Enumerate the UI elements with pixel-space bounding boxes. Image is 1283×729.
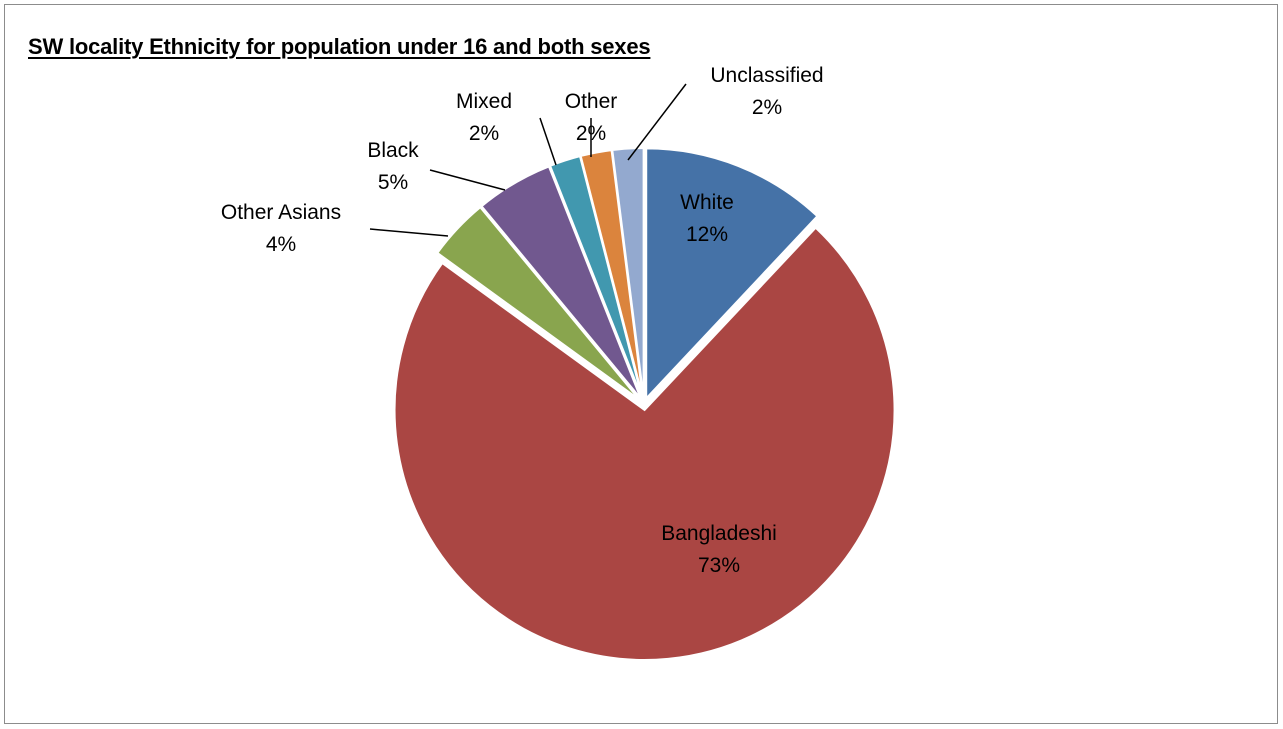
data-label-name-white: White [680,191,734,214]
leader-line-mixed [539,117,557,166]
data-label-value-mixed: 2% [469,122,499,145]
leader-line-other-asians [369,228,449,237]
leader-lines [369,83,687,237]
pie-slice-other-asians [435,205,641,401]
pie-slice-white [645,147,819,401]
pie-slice-black [480,165,642,400]
leader-line-unclassified [627,83,687,161]
data-label-value-other: 2% [576,122,606,145]
data-label-name-unclassified: Unclassified [710,64,823,87]
data-label-name-mixed: Mixed [456,90,512,113]
data-label-name-other: Other [565,90,618,113]
chart-title: SW locality Ethnicity for population und… [28,34,651,59]
pie-slice-unclassified [611,147,645,399]
leader-line-black [429,169,506,191]
data-labels: White 12% Bangladeshi 73% Other Asians 4% Blac… [221,64,824,577]
data-label-name-bangladeshi: Bangladeshi [661,522,777,545]
pie-slice-bangladeshi [393,226,896,661]
data-label-value-bangladeshi: 73% [698,554,740,577]
data-label-value-other-asians: 4% [266,233,296,256]
data-label-name-other-asians: Other Asians [221,201,341,224]
data-label-value-white: 12% [686,223,728,246]
data-label-value-black: 5% [378,171,408,194]
pie-slices [393,147,896,661]
data-label-name-black: Black [367,139,419,162]
data-label-value-unclassified: 2% [752,96,782,119]
